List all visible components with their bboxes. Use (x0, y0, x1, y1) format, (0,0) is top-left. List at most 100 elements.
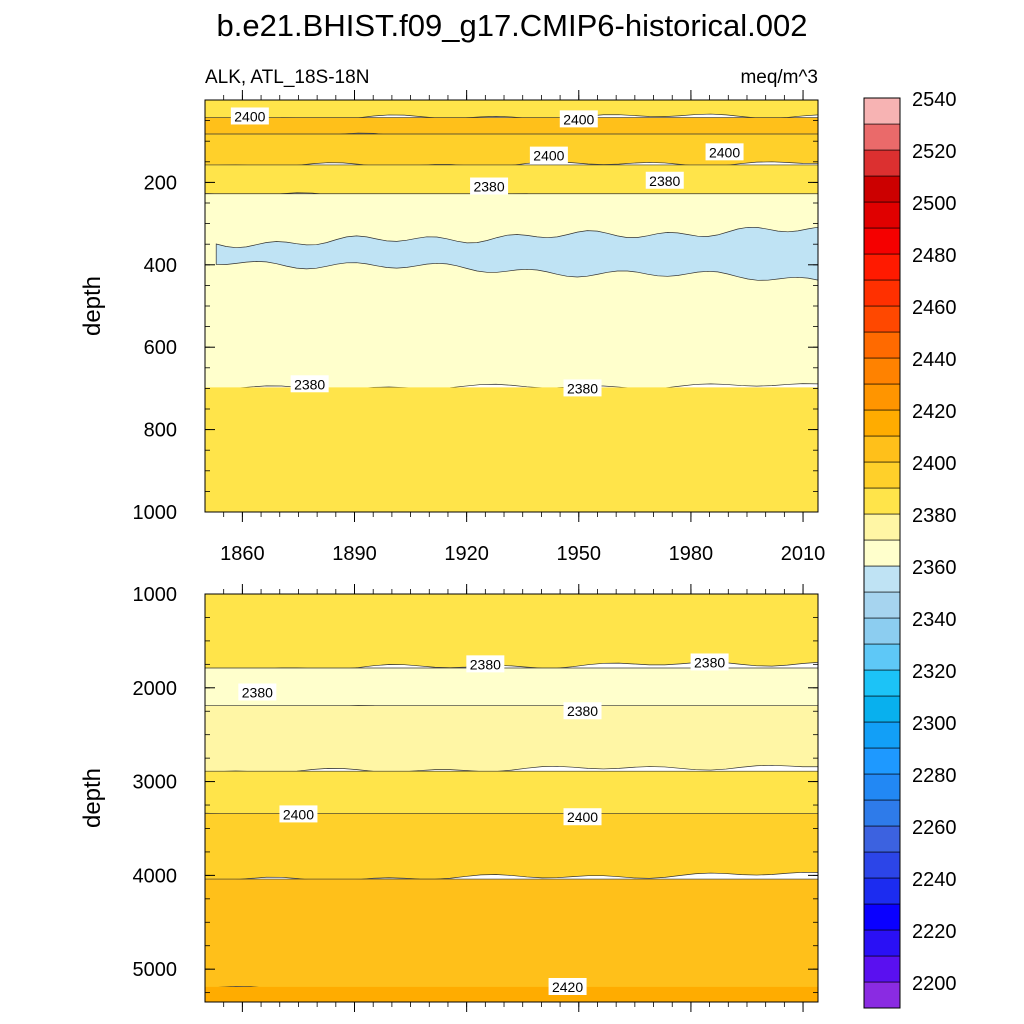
y-tick-label: 4000 (133, 865, 178, 887)
panels-group: 200 400 600 800 1000 depth 1860 1890 1920 1950 198… (79, 90, 825, 1012)
colorbar-bin (863, 643, 901, 671)
colorbar-tick-label: 2400 (912, 453, 957, 475)
colorbar-bin (863, 799, 901, 827)
colorbar-tick-label: 2260 (912, 817, 957, 839)
y-tick-label: 200 (144, 172, 177, 194)
colorbar-bin (863, 279, 901, 307)
colorbar-bin (863, 591, 901, 619)
contour-label-bg (563, 379, 602, 397)
contour-label-text: 2380 (473, 179, 504, 195)
contour-label: 2380 (645, 171, 684, 189)
colorbar-frame (863, 97, 901, 1009)
contour-label-text: 2380 (649, 173, 680, 189)
colorbar-bin (863, 123, 901, 151)
contour-label-bg (690, 653, 729, 671)
colorbar-bin (863, 747, 901, 775)
panel-deep-ocean: 1000 2000 3000 4000 5000 depth 2380 2380 2380 238… (79, 584, 819, 1012)
low-alkalinity-patch (215, 226, 818, 281)
colorbar-tick-label: 2360 (912, 557, 957, 579)
y-tick-label: 1000 (133, 584, 178, 606)
colorbar-tick-label: 2460 (912, 297, 957, 319)
colorbar-bin (863, 695, 901, 723)
colorbar-tick-label: 2420 (912, 401, 957, 423)
colorbar-bin (863, 149, 901, 177)
contour-label-bg (563, 702, 602, 720)
colorbar-tick-label: 2340 (912, 609, 957, 631)
contour-label: 2400 (559, 110, 598, 128)
contour-label-bg (705, 143, 744, 161)
contour-band (205, 705, 818, 774)
panel-frame (204, 593, 819, 1003)
contour-label-bg (290, 375, 329, 393)
chart-title: b.e21.BHIST.f09_g17.CMIP6-historical.002 (216, 8, 807, 43)
contour-label-bg (470, 177, 509, 195)
y-tick-label: 3000 (133, 772, 178, 794)
contour-label-text: 2420 (552, 979, 583, 995)
contour-label-text: 2380 (470, 656, 501, 672)
colorbar-bin (863, 955, 901, 983)
contour-label-text: 2380 (242, 684, 273, 700)
colorbar-tick-label: 2220 (912, 921, 957, 943)
colorbar-bin (863, 383, 901, 411)
contour-label-text: 2400 (563, 111, 594, 127)
colorbar-bin (863, 357, 901, 385)
x-tick-label: 2010 (781, 543, 826, 565)
colorbar-tick-label: 2500 (912, 193, 957, 215)
contour-label-text: 2380 (567, 703, 598, 719)
contour-label: 2380 (470, 177, 509, 195)
variable-label: ALK, ATL_18S-18N (205, 67, 369, 88)
contour-band (205, 193, 818, 391)
colorbar-tick-label: 2520 (912, 141, 957, 163)
colorbar-tick-label: 2300 (912, 713, 957, 735)
colorbar-bin (863, 227, 901, 255)
contour-label-text: 2400 (533, 148, 564, 164)
y-tick-label: 400 (144, 255, 177, 277)
colorbar-bin (863, 565, 901, 593)
contour-label: 2400 (529, 146, 568, 164)
colorbar-bin (863, 513, 901, 541)
contour-label-text: 2400 (709, 144, 740, 160)
contour-label: 2400 (705, 143, 744, 161)
contour-label-bg (230, 107, 269, 125)
colorbar-tick-label: 2200 (912, 973, 957, 995)
colorbar-bin (863, 877, 901, 905)
colorbar-bin (863, 175, 901, 203)
contour-label-text: 2380 (694, 654, 725, 670)
colorbar-bin (863, 305, 901, 333)
colorbar: 2200 2220 2240 2260 2280 2300 2320 2340 2360 2380… (863, 89, 957, 1009)
contour-label-bg (529, 146, 568, 164)
colorbar-tick-label: 2540 (912, 89, 957, 111)
y-axis-label: depth (79, 276, 106, 336)
contour-label: 2380 (563, 379, 602, 397)
contour-label: 2400 (563, 808, 602, 826)
y-axis-label: depth (79, 768, 106, 828)
colorbar-bin (863, 331, 901, 359)
filled-contours (205, 594, 818, 1002)
contour-label-text: 2400 (234, 108, 265, 124)
contour-label-text: 2380 (567, 380, 598, 396)
contour-label-bg (645, 171, 684, 189)
x-tick-label: 1920 (444, 543, 489, 565)
contour-label: 2400 (230, 107, 269, 125)
colorbar-tick-label: 2280 (912, 765, 957, 787)
units-label: meq/m^3 (740, 67, 818, 88)
colorbar-tick-label: 2240 (912, 869, 957, 891)
colorbar-bin (863, 851, 901, 879)
colorbar-bin (863, 929, 901, 957)
colorbar-tick-label: 2380 (912, 505, 957, 527)
colorbar-bin (863, 409, 901, 437)
contour-label-bg (548, 977, 587, 995)
colorbar-tick-label: 2320 (912, 661, 957, 683)
colorbar-tick-label: 2480 (912, 245, 957, 267)
colorbar-bin (863, 487, 901, 515)
contour-label: 2380 (238, 683, 277, 701)
contour-label-bg (563, 808, 602, 826)
contour-label-bg (279, 805, 318, 823)
y-tick-label: 600 (144, 337, 177, 359)
colorbar-bin (863, 461, 901, 489)
colorbar-bin (863, 253, 901, 281)
contour-label-text: 2400 (567, 809, 598, 825)
y-tick-label: 5000 (133, 959, 178, 981)
contour-label-bg (466, 655, 505, 673)
